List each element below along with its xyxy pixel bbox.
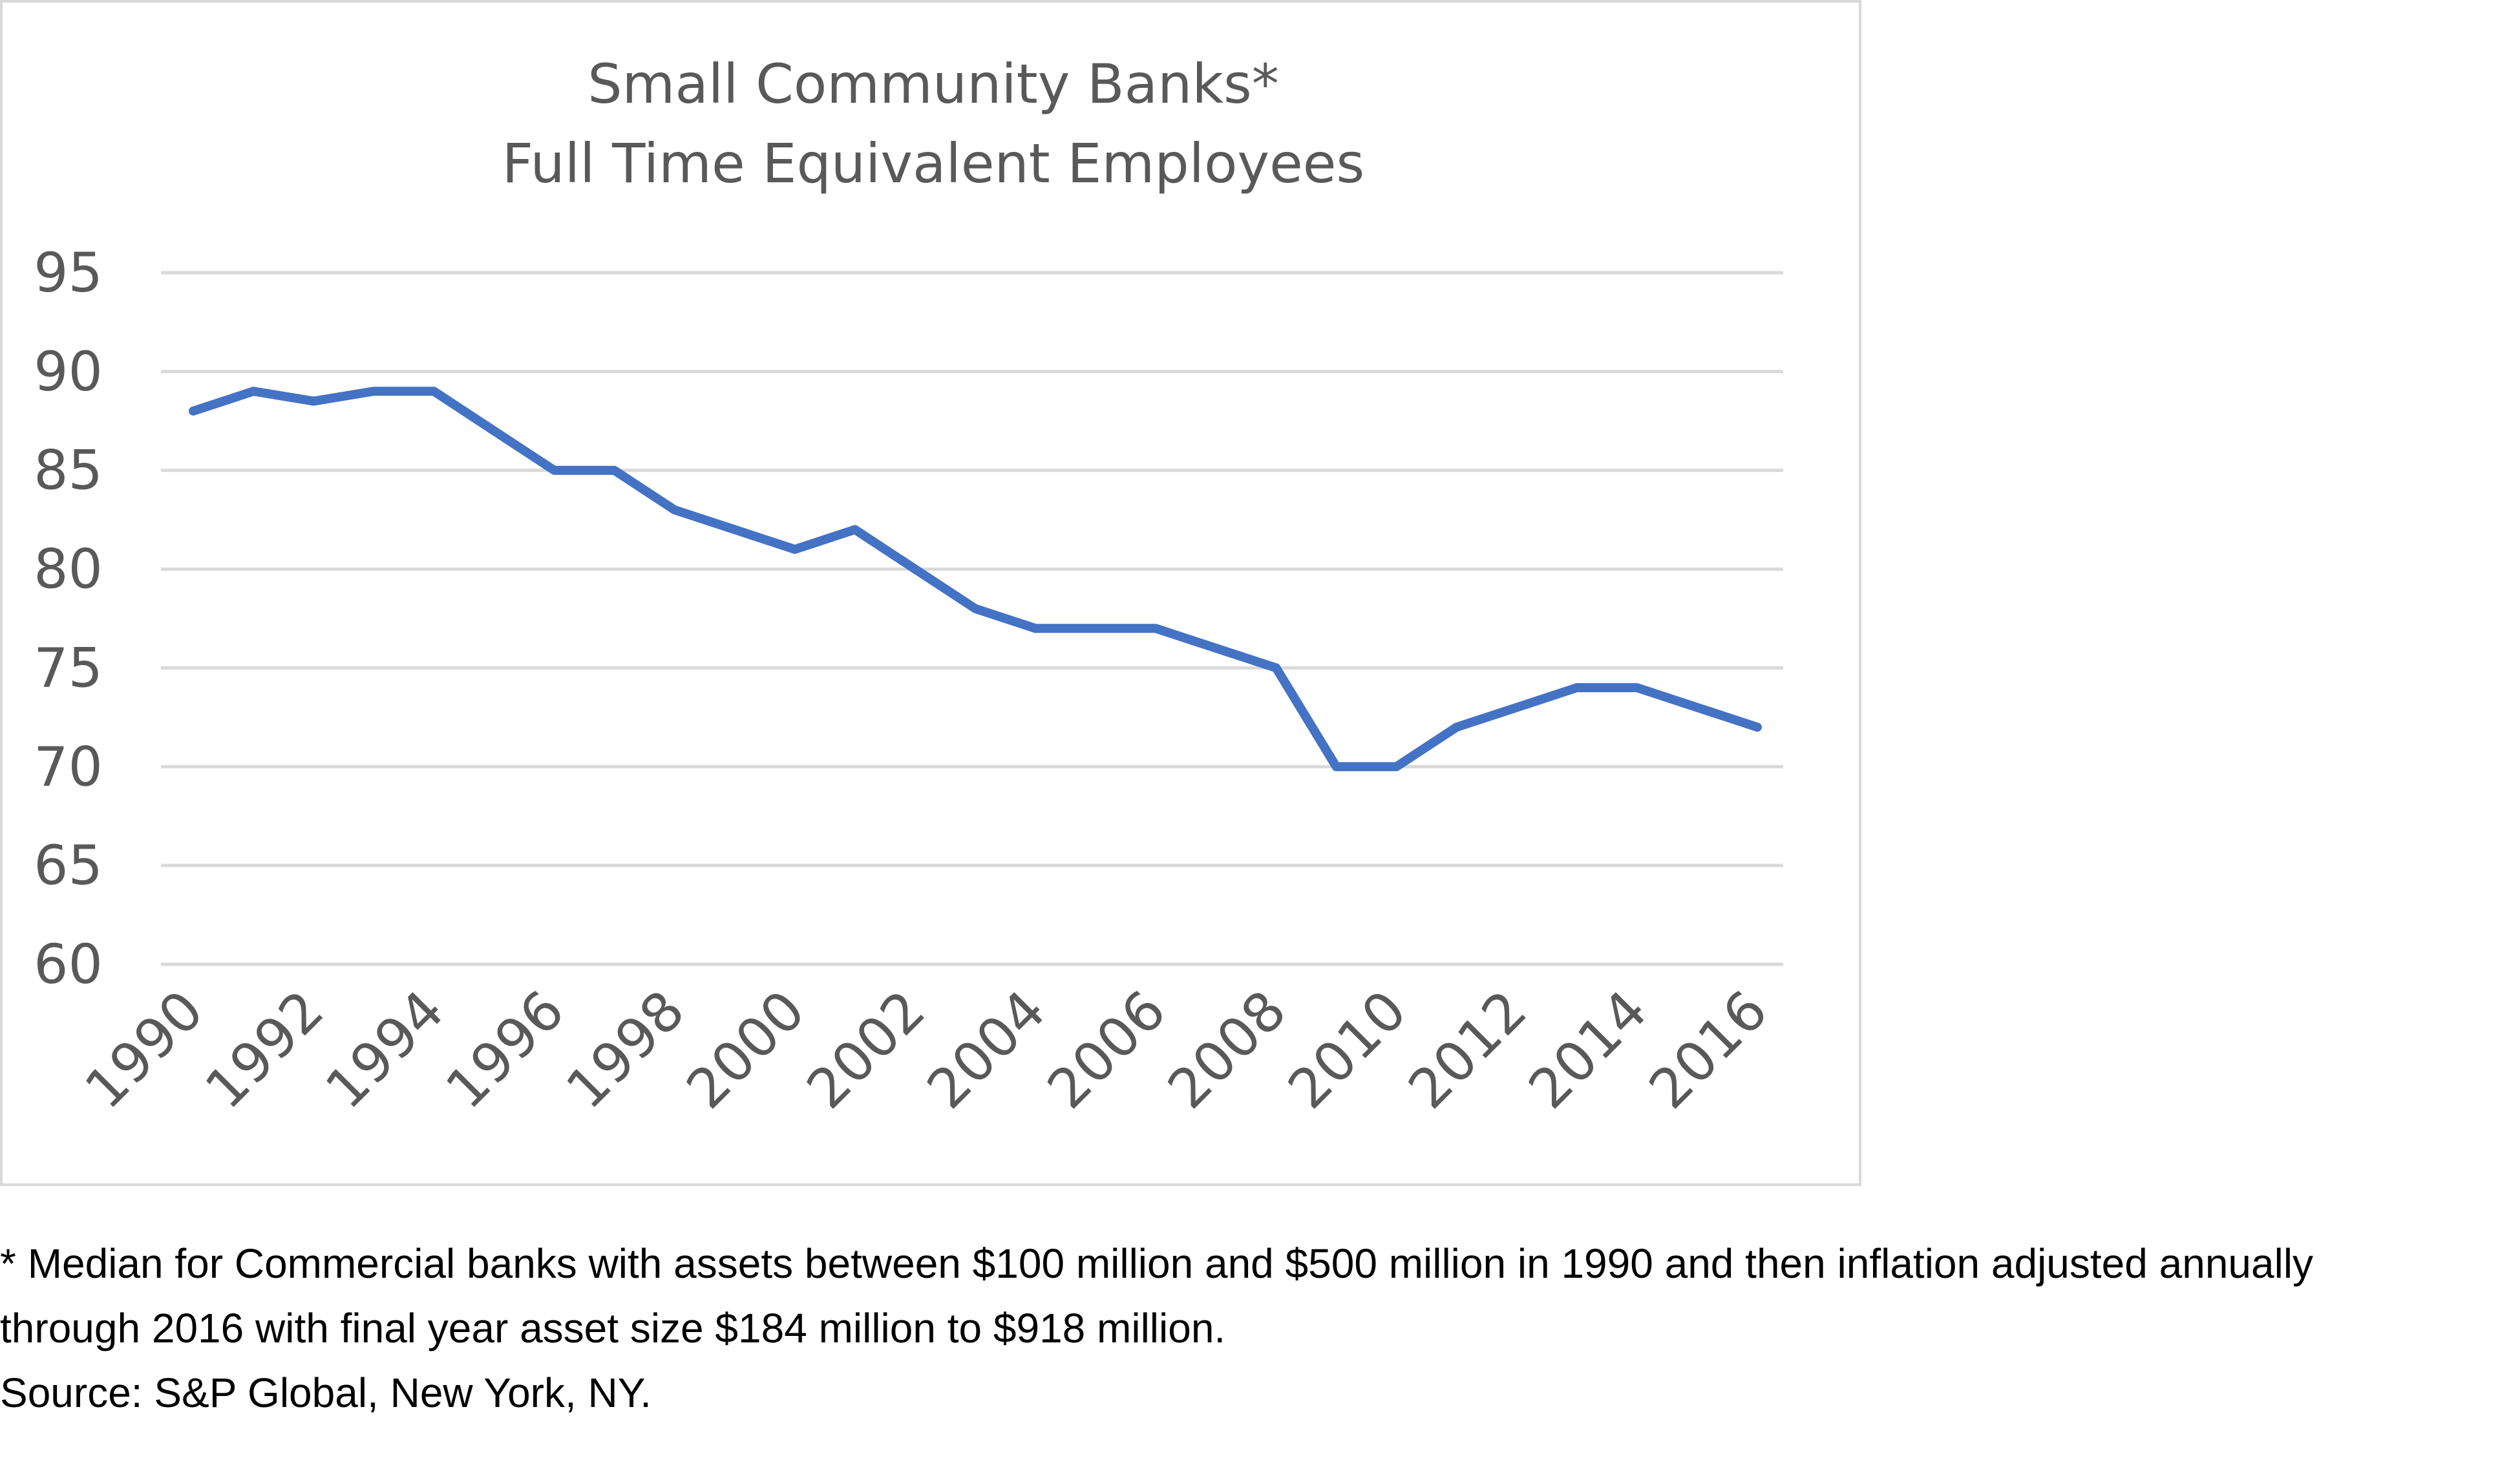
- x-tick-label: 2016: [1637, 979, 1779, 1121]
- x-tick-label: 2014: [1517, 979, 1659, 1121]
- x-tick-label: 1998: [554, 979, 696, 1121]
- y-tick-label: 60: [34, 933, 103, 996]
- footnote: * Median for Commercial banks with asset…: [0, 1231, 2520, 1425]
- gridlines: [161, 271, 1783, 966]
- y-tick-label: 90: [34, 340, 103, 403]
- y-tick-label: 75: [34, 636, 103, 699]
- x-tick-label: 1992: [193, 979, 335, 1121]
- series-group: [189, 386, 1762, 772]
- footnote-source: Source: S&P Global, New York, NY.: [0, 1370, 651, 1416]
- y-tick-label: 65: [34, 834, 103, 897]
- footnote-line-1: * Median for Commercial banks with asset…: [0, 1240, 2314, 1287]
- footnote-line-2: through 2016 with final year asset size …: [0, 1305, 1226, 1351]
- chart-title-line-1: Small Community Banks*: [588, 52, 1279, 116]
- x-tick-label: 2008: [1156, 979, 1298, 1121]
- y-tick-label: 70: [34, 735, 103, 798]
- y-tick-label: 85: [34, 439, 103, 502]
- x-tick-label: 2004: [915, 979, 1057, 1121]
- y-axis-ticks: 60 65 70 75 80 85 90 95: [34, 241, 103, 996]
- x-tick-label: 1994: [313, 979, 456, 1121]
- x-tick-label: 2006: [1035, 979, 1178, 1121]
- chart-title-line-2: Full Time Equivalent Employees: [502, 132, 1364, 195]
- x-axis-ticks: 1990199219941996199820002002200420062008…: [73, 979, 1779, 1121]
- x-tick-label: 2000: [674, 979, 816, 1121]
- line-chart: Small Community Banks* Full Time Equival…: [34, 52, 1783, 1121]
- x-tick-label: 1990: [73, 979, 215, 1121]
- x-tick-label: 2012: [1396, 979, 1538, 1121]
- y-tick-label: 80: [34, 538, 103, 601]
- x-tick-label: 2010: [1276, 979, 1418, 1121]
- x-tick-label: 1996: [434, 979, 576, 1121]
- y-tick-label: 95: [34, 241, 103, 304]
- series-line-0: [189, 386, 1762, 772]
- chart-frame: Small Community Banks* Full Time Equival…: [0, 0, 1861, 1186]
- x-tick-label: 2002: [795, 979, 937, 1121]
